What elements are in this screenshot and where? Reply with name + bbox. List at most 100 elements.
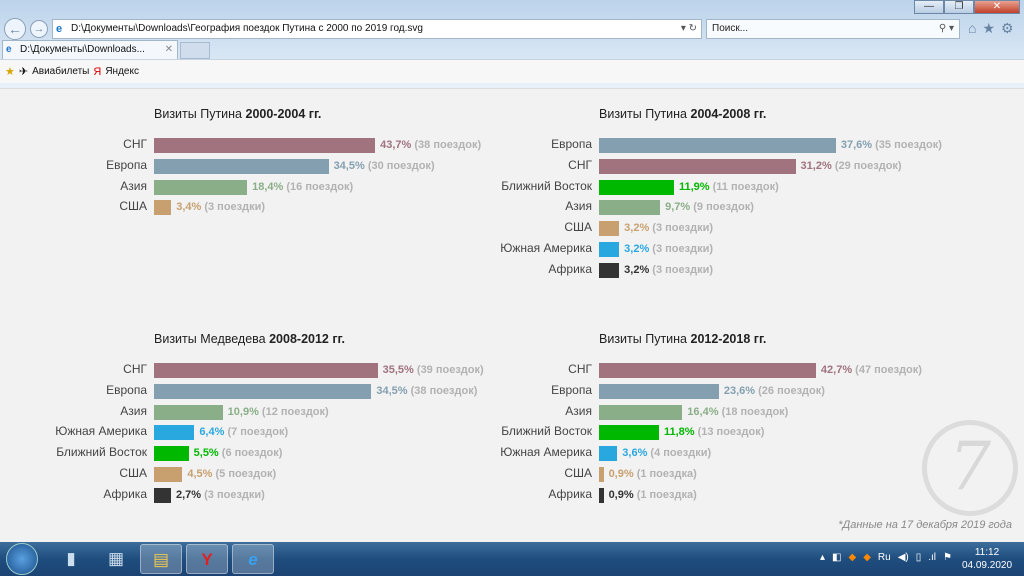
trip-count: (18 поездок) [721, 405, 789, 418]
bar [599, 363, 816, 378]
data-label: 6,4% (7 поездок) [199, 426, 288, 438]
data-label: 43,7% (38 поездок) [380, 139, 481, 151]
clock[interactable]: 11:12 04.09.2020 [958, 546, 1016, 572]
plane-icon: ✈ [18, 66, 29, 78]
new-tab-button[interactable] [180, 42, 210, 59]
category-label: Азия [120, 178, 147, 193]
tab-active[interactable]: e D:\Документы\Downloads... ✕ [2, 40, 178, 59]
category-label: Азия [565, 403, 592, 418]
bar [154, 138, 376, 153]
tray-expand-icon[interactable]: ▴ [820, 552, 826, 563]
trip-count: (16 поездок) [286, 180, 354, 193]
battery-icon[interactable]: ▯ [915, 552, 922, 563]
trip-count: (29 поездок) [834, 159, 902, 172]
value-percent: 37,6% [840, 139, 873, 151]
taskbar-calculator-icon[interactable]: ▦ [107, 549, 125, 568]
taskbar-ie-icon[interactable]: e [232, 544, 274, 574]
favorites-star-icon[interactable]: ★ [982, 20, 996, 36]
back-button[interactable]: ← [4, 18, 26, 40]
data-label: 37,6% (35 поездок) [841, 139, 942, 151]
data-note: *Данные на 17 декабря 2019 года [838, 519, 1012, 531]
bar [154, 446, 189, 462]
value-percent: 11,8% [663, 426, 695, 439]
chart-title: Визиты Путина 2000-2004 гг. [154, 107, 321, 121]
value-percent: 34,5% [333, 159, 365, 172]
chart-title-period: 2012-2018 гг. [690, 332, 767, 346]
category-label: США [119, 199, 147, 214]
ie-icon: e [6, 44, 12, 55]
value-percent: 11,9% [678, 180, 710, 193]
chart-title-prefix: Визиты Медведева [154, 332, 270, 346]
bar [599, 200, 661, 216]
system-tray: ▴ ◧ ◆ ◆ Ru ◀) ▯ .ıl ⚑ [820, 552, 952, 563]
category-label: Ближний Восток [501, 178, 592, 193]
bar [154, 158, 329, 174]
bar [154, 363, 378, 378]
restore-button[interactable]: ❐ [944, 0, 974, 14]
favorite-aviabilety[interactable]: Авиабилеты [32, 66, 90, 77]
language-indicator[interactable]: Ru [877, 552, 891, 563]
category-label: СНГ [568, 362, 592, 376]
trip-count: (35 поездок) [875, 139, 942, 151]
data-label: 11,9% (11 поездок) [679, 181, 779, 193]
category-label: Африка [103, 486, 147, 501]
trip-count: (26 поездок) [758, 384, 825, 397]
signal-icon[interactable]: .ıl [928, 552, 937, 563]
category-label: СНГ [123, 137, 147, 151]
bar [599, 383, 719, 399]
bar [154, 467, 183, 482]
taskbar-explorer-icon[interactable]: ▤ [140, 544, 182, 574]
data-label: 0,9% (1 поездка) [609, 489, 697, 501]
flag-icon[interactable]: ⚑ [943, 552, 952, 563]
close-tab-icon[interactable]: ✕ [164, 41, 173, 59]
bar [599, 487, 604, 503]
value-percent: 3,2% [624, 263, 650, 276]
data-label: 23,6% (26 поездок) [724, 385, 825, 397]
category-label: СНГ [568, 157, 592, 172]
tab-label: D:\Документы\Downloads... [20, 44, 145, 55]
tray-app-icon[interactable]: ◧ [832, 552, 842, 563]
value-percent: 31,2% [800, 159, 832, 172]
taskbar-yandex-icon[interactable]: Y [186, 544, 228, 574]
category-label: США [119, 466, 147, 480]
favorite-yandex[interactable]: Яндекс [105, 66, 139, 77]
search-input[interactable]: Поиск... ⚲ ▾ [706, 19, 960, 39]
search-icon[interactable]: ⚲ ▾ [938, 23, 954, 34]
value-percent: 3,6% [622, 447, 648, 460]
minimize-button[interactable]: — [914, 0, 944, 14]
data-label: 0,9% (1 поездка) [609, 468, 697, 480]
forward-button[interactable]: → [30, 20, 48, 38]
data-label: 11,8% (13 поездок) [664, 426, 764, 438]
category-label: Африка [548, 261, 592, 276]
trip-count: (3 поездки) [652, 263, 713, 276]
value-percent: 4,5% [187, 468, 213, 480]
address-bar[interactable]: e D:\Документы\Downloads\География поезд… [52, 19, 702, 39]
tray-app2-icon[interactable]: ◆ [863, 552, 871, 563]
add-favorite-icon[interactable]: ★ [5, 66, 15, 78]
trip-count: (12 поездок) [261, 405, 329, 418]
data-label: 18,4% (16 поездок) [252, 181, 353, 193]
value-percent: 3,4% [176, 201, 202, 214]
value-percent: 2,7% [176, 488, 202, 501]
chart-title: Визиты Путина 2012-2018 гг. [599, 332, 766, 346]
category-label: СНГ [123, 362, 147, 376]
trip-count: (3 поездки) [652, 243, 713, 255]
clock-date: 04.09.2020 [961, 560, 1013, 571]
tray-avast-icon[interactable]: ◆ [848, 552, 857, 563]
value-percent: 43,7% [380, 139, 412, 151]
home-icon[interactable]: ⌂ [968, 20, 977, 36]
close-button[interactable]: ✕ [974, 0, 1020, 14]
refresh-icon[interactable]: ▾ ↻ [680, 23, 697, 34]
category-label: Южная Америка [55, 424, 147, 439]
volume-icon[interactable]: ◀) [897, 552, 909, 563]
bar [599, 262, 620, 278]
data-label: 34,5% (30 поездок) [334, 160, 435, 172]
value-percent: 34,5% [376, 384, 408, 397]
gear-icon[interactable]: ⚙ [1001, 20, 1014, 36]
bar [154, 425, 195, 441]
data-label: 2,7% (3 поездки) [176, 489, 265, 501]
category-label: США [564, 466, 592, 480]
taskbar-notes-icon[interactable]: ▮ [66, 549, 76, 568]
bar [154, 487, 171, 503]
start-button[interactable] [6, 543, 38, 575]
